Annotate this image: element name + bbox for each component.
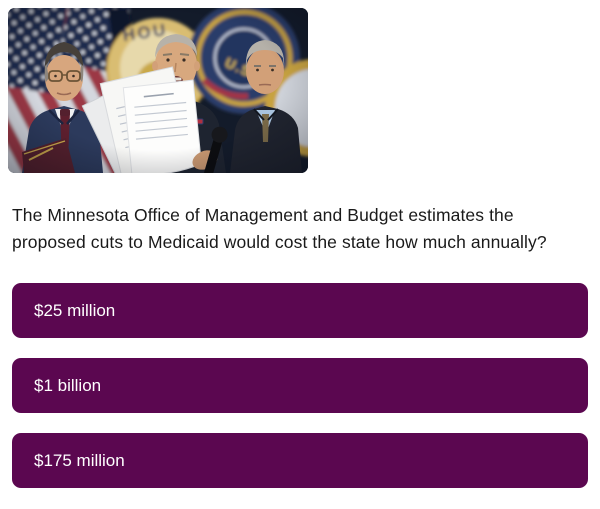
- press-conference-photo: HOU U.S.: [8, 8, 308, 173]
- answer-button[interactable]: $1 billion: [12, 358, 588, 413]
- answer-button[interactable]: $175 million: [12, 433, 588, 488]
- photo-illustration: HOU U.S.: [8, 8, 308, 173]
- answer-list: $25 million $1 billion $175 million: [12, 283, 588, 508]
- question-text: The Minnesota Office of Management and B…: [12, 205, 547, 252]
- answer-button[interactable]: $25 million: [12, 283, 588, 338]
